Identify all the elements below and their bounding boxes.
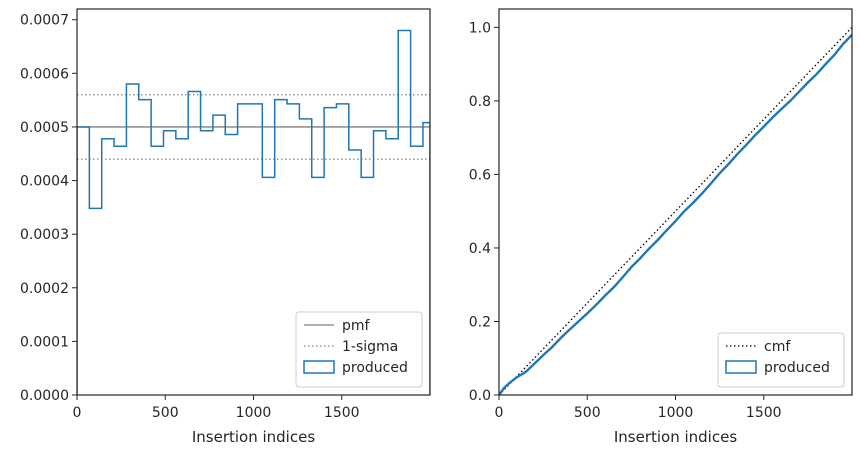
produced-step-histogram [77,29,430,395]
legend: pmf 1-sigma produced [295,311,423,388]
legend-label-produced: produced [342,360,408,376]
legend-handle-produced [725,360,757,374]
y-tick-label: 0.0000 [20,388,69,404]
x-tick-label: 1000 [236,405,272,421]
x-tick-label: 500 [574,405,601,421]
x-tick-label: 1500 [324,405,360,421]
legend: cmf produced [717,332,845,388]
legend-label-pmf: pmf [342,318,371,334]
left-chart-panel: 0 500 1000 1500 0.0000 0.0001 0.0002 0.0003 0.00… [20,8,431,446]
right-chart-panel: 0 500 1000 1500 0.0 0.2 0.4 0.6 0.8 1.0 Insertion … [469,8,853,446]
y-tick-label: 0.4 [469,241,491,257]
plot-area [499,26,852,395]
y-tick-label: 0.2 [469,314,491,330]
x-axis-label: Insertion indices [614,428,737,446]
legend-box [295,311,423,388]
y-tick-label: 0.0001 [20,334,69,350]
y-tick-label: 0.0007 [20,13,69,29]
y-tick-label: 0.8 [469,94,491,110]
y-tick-label: 0.6 [469,167,491,183]
x-tick-label: 1000 [658,405,694,421]
x-tick-label: 0 [73,405,82,421]
y-tick-label: 1.0 [469,20,491,36]
x-axis-label: Insertion indices [192,428,315,446]
x-tick-label: 1500 [746,405,782,421]
legend-label-cmf: cmf [764,339,791,355]
legend-label-produced: produced [764,360,830,376]
y-tick-label: 0.0004 [20,174,69,190]
legend-label-1-sigma: 1-sigma [342,339,398,355]
y-tick-label: 0.0 [469,388,491,404]
plot-area [77,29,430,395]
produced-cumulative-line [499,33,852,395]
x-tick-label: 500 [152,405,179,421]
y-tick-label: 0.0006 [20,66,69,82]
y-tick-label: 0.0002 [20,281,69,297]
legend-handle-produced [303,360,335,374]
y-tick-label: 0.0003 [20,227,69,243]
y-tick-label: 0.0005 [20,120,69,136]
cmf-line [499,26,852,395]
x-tick-label: 0 [495,405,504,421]
